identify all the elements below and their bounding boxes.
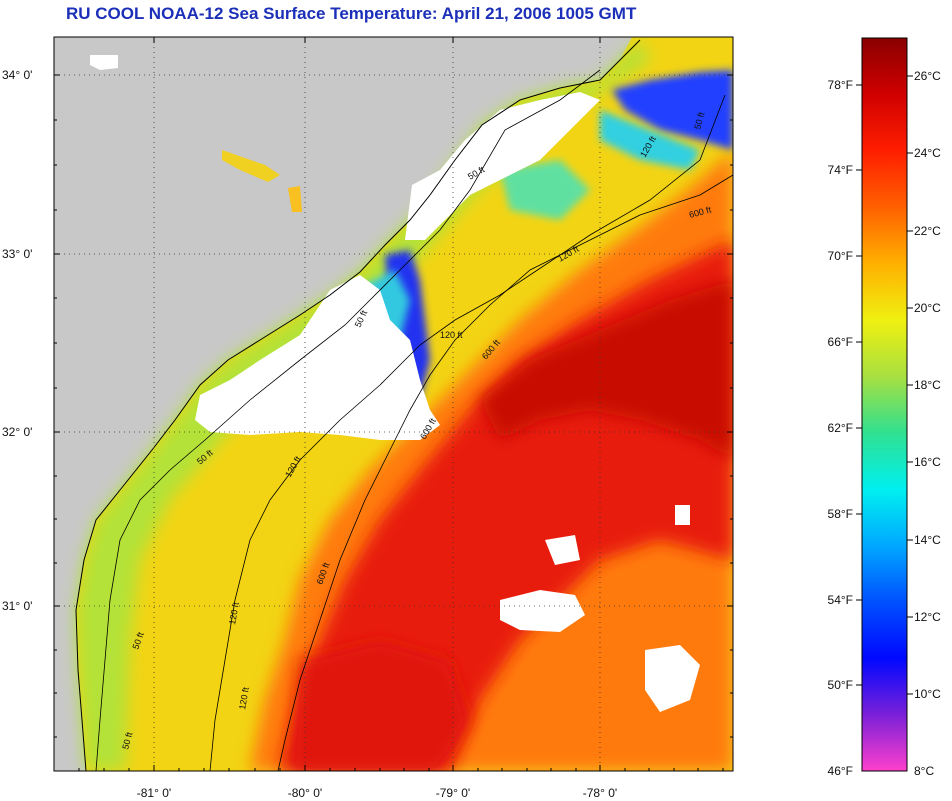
- cloud-south-3: [545, 535, 580, 565]
- colorbar-gradient: [861, 37, 908, 772]
- contour-50ft: [95, 69, 601, 771]
- map-title: RU COOL NOAA-12 Sea Surface Temperature:…: [66, 4, 637, 23]
- contour-label: 50 ft: [120, 731, 134, 751]
- cloud-coastal-north: [405, 92, 600, 240]
- inland-water-patch-2: [288, 186, 302, 212]
- axis-ticks: [54, 37, 733, 771]
- colorbar-fahrenheit-label: 58°F: [828, 507, 853, 521]
- southern-warm-eddy: [290, 640, 470, 771]
- inland-water-patch: [222, 150, 280, 182]
- graticule: [54, 37, 733, 771]
- colorbar-celsius-label: 14°C: [914, 533, 941, 547]
- coastline: [75, 39, 641, 771]
- contour-label: 120 ft: [440, 330, 463, 340]
- colorbar-celsius-label: 24°C: [914, 146, 941, 160]
- colorbar-celsius-label: 22°C: [914, 224, 941, 238]
- inshore-cool-water: [76, 40, 650, 771]
- colorbar-fahrenheit-label: 78°F: [828, 78, 853, 92]
- cold-water-north-cyan: [600, 110, 700, 170]
- colorbar-celsius-label: 12°C: [914, 610, 941, 624]
- cloud-northwest: [90, 55, 118, 70]
- colorbar-fahrenheit-label: 74°F: [828, 163, 853, 177]
- map-plot-area: 50 ft 120 ft 600 ft 50 ft 120 ft 600 ft …: [54, 37, 733, 771]
- colorbar-celsius-label: 26°C: [914, 69, 941, 83]
- latitude-label: 31° 0': [2, 599, 32, 613]
- cloud-coastal-mid: [195, 275, 440, 440]
- longitude-label: -79° 0': [436, 786, 470, 800]
- cloud-south-2: [645, 645, 700, 712]
- colorbar-fahrenheit-label: 54°F: [828, 593, 853, 607]
- contour-120ft: [209, 94, 726, 771]
- colorbar-celsius-label: 18°C: [914, 378, 941, 392]
- longitude-label: -78° 0': [583, 786, 617, 800]
- contour-600ft: [277, 174, 733, 771]
- colorbar-fahrenheit-label: 66°F: [828, 335, 853, 349]
- cloud-south-1: [500, 590, 585, 632]
- cloud-small-east: [675, 505, 690, 525]
- colorbar-celsius-label: 16°C: [914, 455, 941, 469]
- colorbar-fahrenheit-label: 70°F: [828, 249, 853, 263]
- contour-label: 50 ft: [692, 111, 706, 131]
- latitude-label: 33° 0': [2, 247, 32, 261]
- colorbar-celsius-label: 8°C: [914, 764, 934, 778]
- colorbar-celsius-label: 20°C: [914, 301, 941, 315]
- longitude-label: -81° 0': [137, 786, 171, 800]
- cool-water-patch-mid: [500, 160, 590, 220]
- longitude-label: -80° 0': [288, 786, 322, 800]
- latitude-label: 34° 0': [2, 68, 32, 82]
- colorbar-fahrenheit-label: 50°F: [828, 678, 853, 692]
- colorbar-celsius-label: 10°C: [914, 687, 941, 701]
- contour-label: 120 ft: [237, 686, 251, 710]
- cold-water-north: [612, 70, 733, 150]
- contour-label: 120 ft: [227, 601, 241, 625]
- colorbar-fahrenheit-label: 46°F: [828, 764, 853, 778]
- colorbar-fahrenheit-label: 62°F: [828, 421, 853, 435]
- gulf-stream-deep-core: [480, 280, 733, 460]
- latitude-label: 32° 0': [2, 425, 32, 439]
- temperature-colorbar: 78°F 74°F 70°F 66°F 62°F 58°F 54°F 50°F …: [828, 37, 941, 778]
- map-frame: [53, 36, 734, 772]
